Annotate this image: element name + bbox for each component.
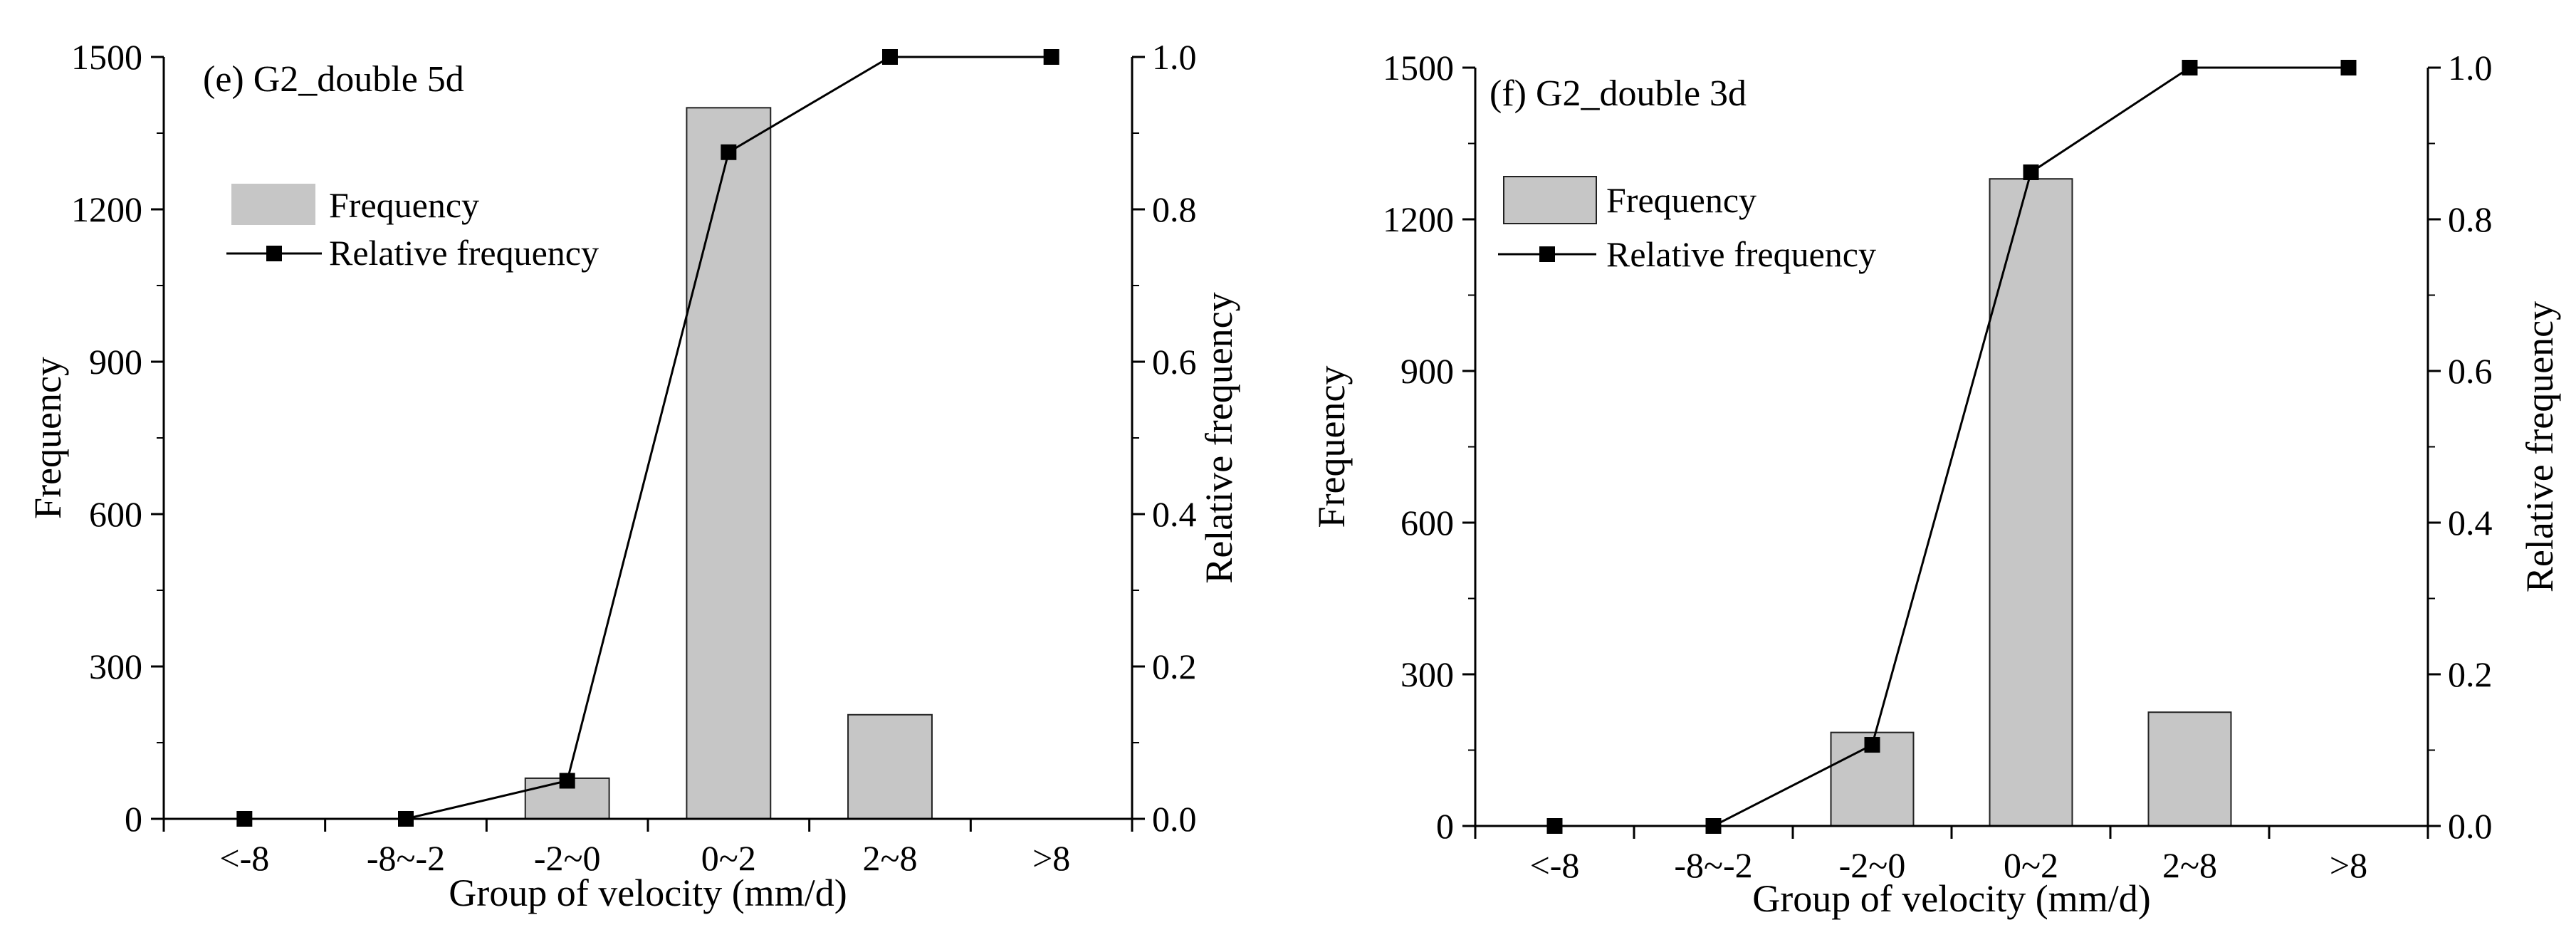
y2-tick-label: 0.4 [2448, 503, 2493, 543]
x-tick-label: >8 [2330, 845, 2367, 885]
x-tick-label: >8 [1032, 838, 1070, 878]
relative-frequency-line [244, 56, 1052, 820]
legend-label-relative-frequency: Relative frequency [1606, 234, 1876, 274]
y-axis-title: Frequency [26, 357, 69, 519]
x-tick-label: 2~8 [2162, 845, 2217, 885]
y-tick-label: 900 [1400, 351, 1454, 391]
bar-0~2 [686, 107, 772, 820]
legend-swatch-frequency [231, 184, 315, 225]
y-tick-label: 1500 [1383, 48, 1454, 88]
legend-label-frequency: Frequency [1606, 180, 1756, 220]
y2-axis-title: Relative frequency [2518, 301, 2561, 592]
x-tick-label: -8~-2 [1674, 845, 1752, 885]
chart-panel-f: 0 300 600 900 1200 1500 0.0 0.2 0.4 0.6 0.8 1.0 <-8 -… [1310, 48, 2561, 920]
relative-frequency-point--8~-2 [398, 811, 414, 827]
y-tick-label: 600 [1400, 503, 1454, 543]
relative-frequency-point--2~0 [559, 773, 575, 789]
y2-tick-label: 0.2 [2448, 654, 2493, 694]
y2-tick-label: 0.6 [2448, 351, 2493, 391]
y2-axis-title: Relative frequency [1198, 292, 1240, 583]
relative-frequency-point-<-8 [236, 811, 253, 827]
x-tick-label: -8~-2 [367, 838, 445, 878]
y2-tick-label: 0.4 [1152, 494, 1197, 534]
y2-tick-label: 1.0 [1152, 37, 1197, 77]
y2-tick-label: 0.8 [1152, 189, 1197, 229]
relative-frequency-point->8 [2340, 60, 2357, 75]
relative-frequency-point-2~8 [882, 49, 898, 65]
x-tick-label: -2~0 [534, 838, 601, 878]
legend-label-relative-frequency: Relative frequency [329, 233, 599, 273]
x-tick-label: 0~2 [701, 838, 756, 878]
bar-0~2 [1989, 178, 2073, 827]
legend: Frequency Relative frequency [1498, 176, 1876, 274]
legend-label-frequency: Frequency [329, 185, 479, 225]
y-tick-label: 1500 [71, 37, 142, 77]
relative-frequency-point--8~-2 [1705, 818, 1722, 834]
y-axis-title: Frequency [1310, 366, 1353, 528]
panel-title: (e) G2_double 5d [203, 59, 464, 100]
panel-title: (f) G2_double 3d [1489, 73, 1747, 114]
y2-tick-label: 0.0 [1152, 799, 1197, 839]
relative-frequency-point-0~2 [2023, 164, 2039, 180]
y2-tick-label: 0.0 [2448, 806, 2493, 846]
relative-frequency-point-2~8 [2182, 60, 2198, 75]
y-tick-label: 300 [1400, 654, 1454, 694]
y2-tick-label: 0.8 [2448, 199, 2493, 239]
y-tick-label: 300 [89, 647, 142, 686]
relative-frequency-point->8 [1043, 49, 1059, 65]
x-tick-label: <-8 [219, 838, 269, 878]
y2-tick-label: 0.6 [1152, 342, 1197, 382]
y-tick-label: 1200 [71, 189, 142, 229]
y2-tick-label: 0.2 [1152, 647, 1197, 686]
relative-frequency-point--2~0 [1864, 737, 1880, 753]
y-tick-label: 900 [89, 342, 142, 382]
x-axis-title: Group of velocity (mm/d) [449, 872, 847, 914]
legend-swatch-marker [266, 246, 282, 261]
x-tick-label: 0~2 [2004, 845, 2058, 885]
x-tick-label: <-8 [1530, 845, 1580, 885]
chart-panel-e: 0 300 600 900 1200 1500 0.0 0.2 0.4 0.6 0.8 1.0 <-8 -… [26, 37, 1240, 914]
legend: Frequency Relative frequency [226, 184, 599, 273]
bar-2~8 [2147, 711, 2232, 827]
x-axis-title: Group of velocity (mm/d) [1752, 877, 2150, 920]
y-tick-label: 0 [1436, 806, 1454, 846]
relative-frequency-line [1554, 66, 2349, 827]
x-tick-label: 2~8 [862, 838, 917, 878]
y2-tick-label: 1.0 [2448, 48, 2493, 88]
y-tick-label: 0 [125, 799, 142, 839]
y-tick-label: 600 [89, 494, 142, 534]
legend-swatch-marker [1539, 246, 1555, 262]
legend-swatch-frequency [1503, 176, 1597, 224]
x-tick-label: -2~0 [1839, 845, 1906, 885]
bar-2~8 [847, 713, 933, 820]
relative-frequency-point-<-8 [1546, 818, 1563, 834]
y-tick-label: 1200 [1383, 199, 1454, 239]
relative-frequency-point-0~2 [721, 144, 737, 160]
